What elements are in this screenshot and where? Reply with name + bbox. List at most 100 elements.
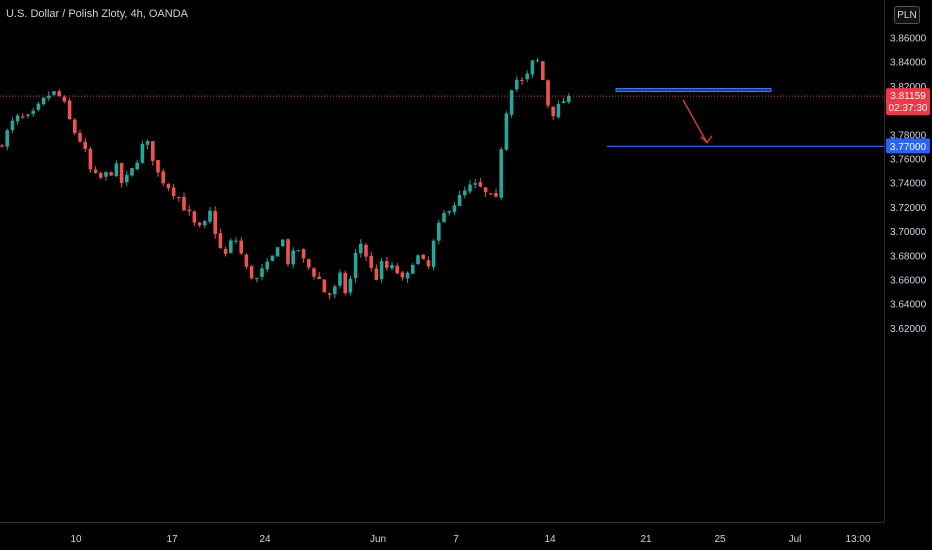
- price-tick-label: 3.76000: [890, 155, 927, 166]
- candle-body: [473, 183, 477, 185]
- candle-body: [26, 114, 30, 116]
- level-price-tag: [886, 138, 930, 154]
- time-tick-label: 14: [544, 534, 556, 545]
- candle-body: [437, 222, 441, 241]
- candle-body: [447, 211, 451, 213]
- time-tick-label: 21: [640, 534, 652, 545]
- candle-body: [551, 106, 555, 117]
- candle-body: [509, 90, 514, 115]
- down-arrow-line: [682, 99, 708, 144]
- candle-body: [322, 279, 327, 293]
- chart-title: U.S. Dollar / Polish Zloty, 4h, OANDA: [6, 8, 188, 20]
- candle-body: [541, 61, 545, 80]
- time-tick-label: 25: [714, 534, 726, 545]
- candle-body: [369, 256, 373, 268]
- candle-body: [416, 255, 420, 265]
- price-tick-label: 3.68000: [890, 251, 927, 262]
- candle-body: [348, 278, 353, 293]
- candle-body: [62, 96, 67, 102]
- candle-body: [78, 133, 82, 142]
- time-tick-label: 7: [453, 534, 459, 545]
- candle-body: [234, 240, 238, 242]
- candle-body: [395, 265, 399, 274]
- time-tick-label: Jul: [789, 534, 802, 545]
- candle-body: [83, 141, 87, 149]
- candle-body: [364, 244, 368, 257]
- down-arrow-head: [700, 135, 713, 144]
- candle-body: [385, 261, 389, 268]
- candle-body: [255, 277, 259, 279]
- candle-body: [411, 264, 415, 274]
- candle-body: [229, 240, 233, 253]
- candle-body: [177, 197, 181, 199]
- candle-body: [457, 194, 462, 206]
- candle-body: [312, 268, 316, 277]
- time-tick-label: 17: [166, 534, 178, 545]
- countdown-label: 02:37:30: [889, 103, 928, 114]
- candle-body: [483, 187, 488, 193]
- price-tick-label: 3.64000: [890, 300, 927, 311]
- candle-body: [561, 101, 566, 104]
- candle-body: [275, 247, 280, 257]
- candle-body: [15, 115, 20, 122]
- candle-body: [88, 148, 93, 170]
- candle-body: [223, 248, 228, 254]
- candle-body: [431, 240, 436, 268]
- candle-body: [203, 221, 207, 226]
- candle-body: [140, 144, 145, 163]
- candle-body: [151, 141, 155, 161]
- candle-body: [114, 163, 119, 177]
- candle-body: [197, 222, 202, 226]
- candle-body: [73, 119, 77, 134]
- candle-body: [67, 100, 72, 120]
- price-tick-label: 3.84000: [890, 58, 927, 69]
- candle-body: [327, 293, 332, 295]
- candle-body: [405, 272, 410, 279]
- candle-body: [489, 193, 493, 195]
- candle-body: [270, 255, 275, 261]
- candle-body: [478, 182, 483, 187]
- time-tick-label: 10: [70, 534, 82, 545]
- candle-body: [0, 145, 4, 147]
- candle-body: [307, 259, 311, 268]
- price-tick-label: 3.66000: [890, 276, 927, 287]
- candle-body: [317, 276, 321, 279]
- candle-body: [239, 240, 243, 254]
- candle-body: [301, 249, 306, 259]
- candle-body: [499, 149, 503, 198]
- candle-body: [166, 183, 171, 189]
- time-tick-label: 24: [259, 534, 271, 545]
- candle-body: [109, 172, 113, 176]
- candle-body: [504, 113, 509, 150]
- current-price-label: 3.81159: [890, 91, 926, 102]
- candle-body: [260, 268, 264, 277]
- candle-body: [556, 104, 561, 118]
- candle-body: [468, 184, 472, 192]
- price-tick-label: 3.70000: [890, 227, 927, 238]
- candle-body: [535, 60, 540, 62]
- price-tick-label: 3.82000: [890, 82, 927, 93]
- candle-body: [119, 163, 124, 184]
- time-tick-label: Jun: [370, 534, 386, 545]
- candle-body: [31, 110, 35, 115]
- candle-body: [21, 116, 25, 118]
- candle-body: [156, 159, 160, 173]
- currency-badge[interactable]: PLN: [894, 6, 920, 24]
- candle-body: [515, 79, 519, 90]
- candle-body: [421, 254, 425, 260]
- candle-body: [104, 171, 108, 177]
- candle-body: [57, 91, 61, 96]
- candle-body: [47, 95, 51, 99]
- candle-body: [41, 97, 46, 105]
- candle-body: [338, 272, 342, 286]
- candle-body: [426, 260, 431, 267]
- candle-body: [442, 213, 446, 223]
- candle-body: [353, 253, 358, 278]
- candle-body: [400, 272, 405, 278]
- candle-body: [130, 168, 134, 176]
- candle-body: [125, 174, 129, 183]
- candle-body: [546, 80, 550, 106]
